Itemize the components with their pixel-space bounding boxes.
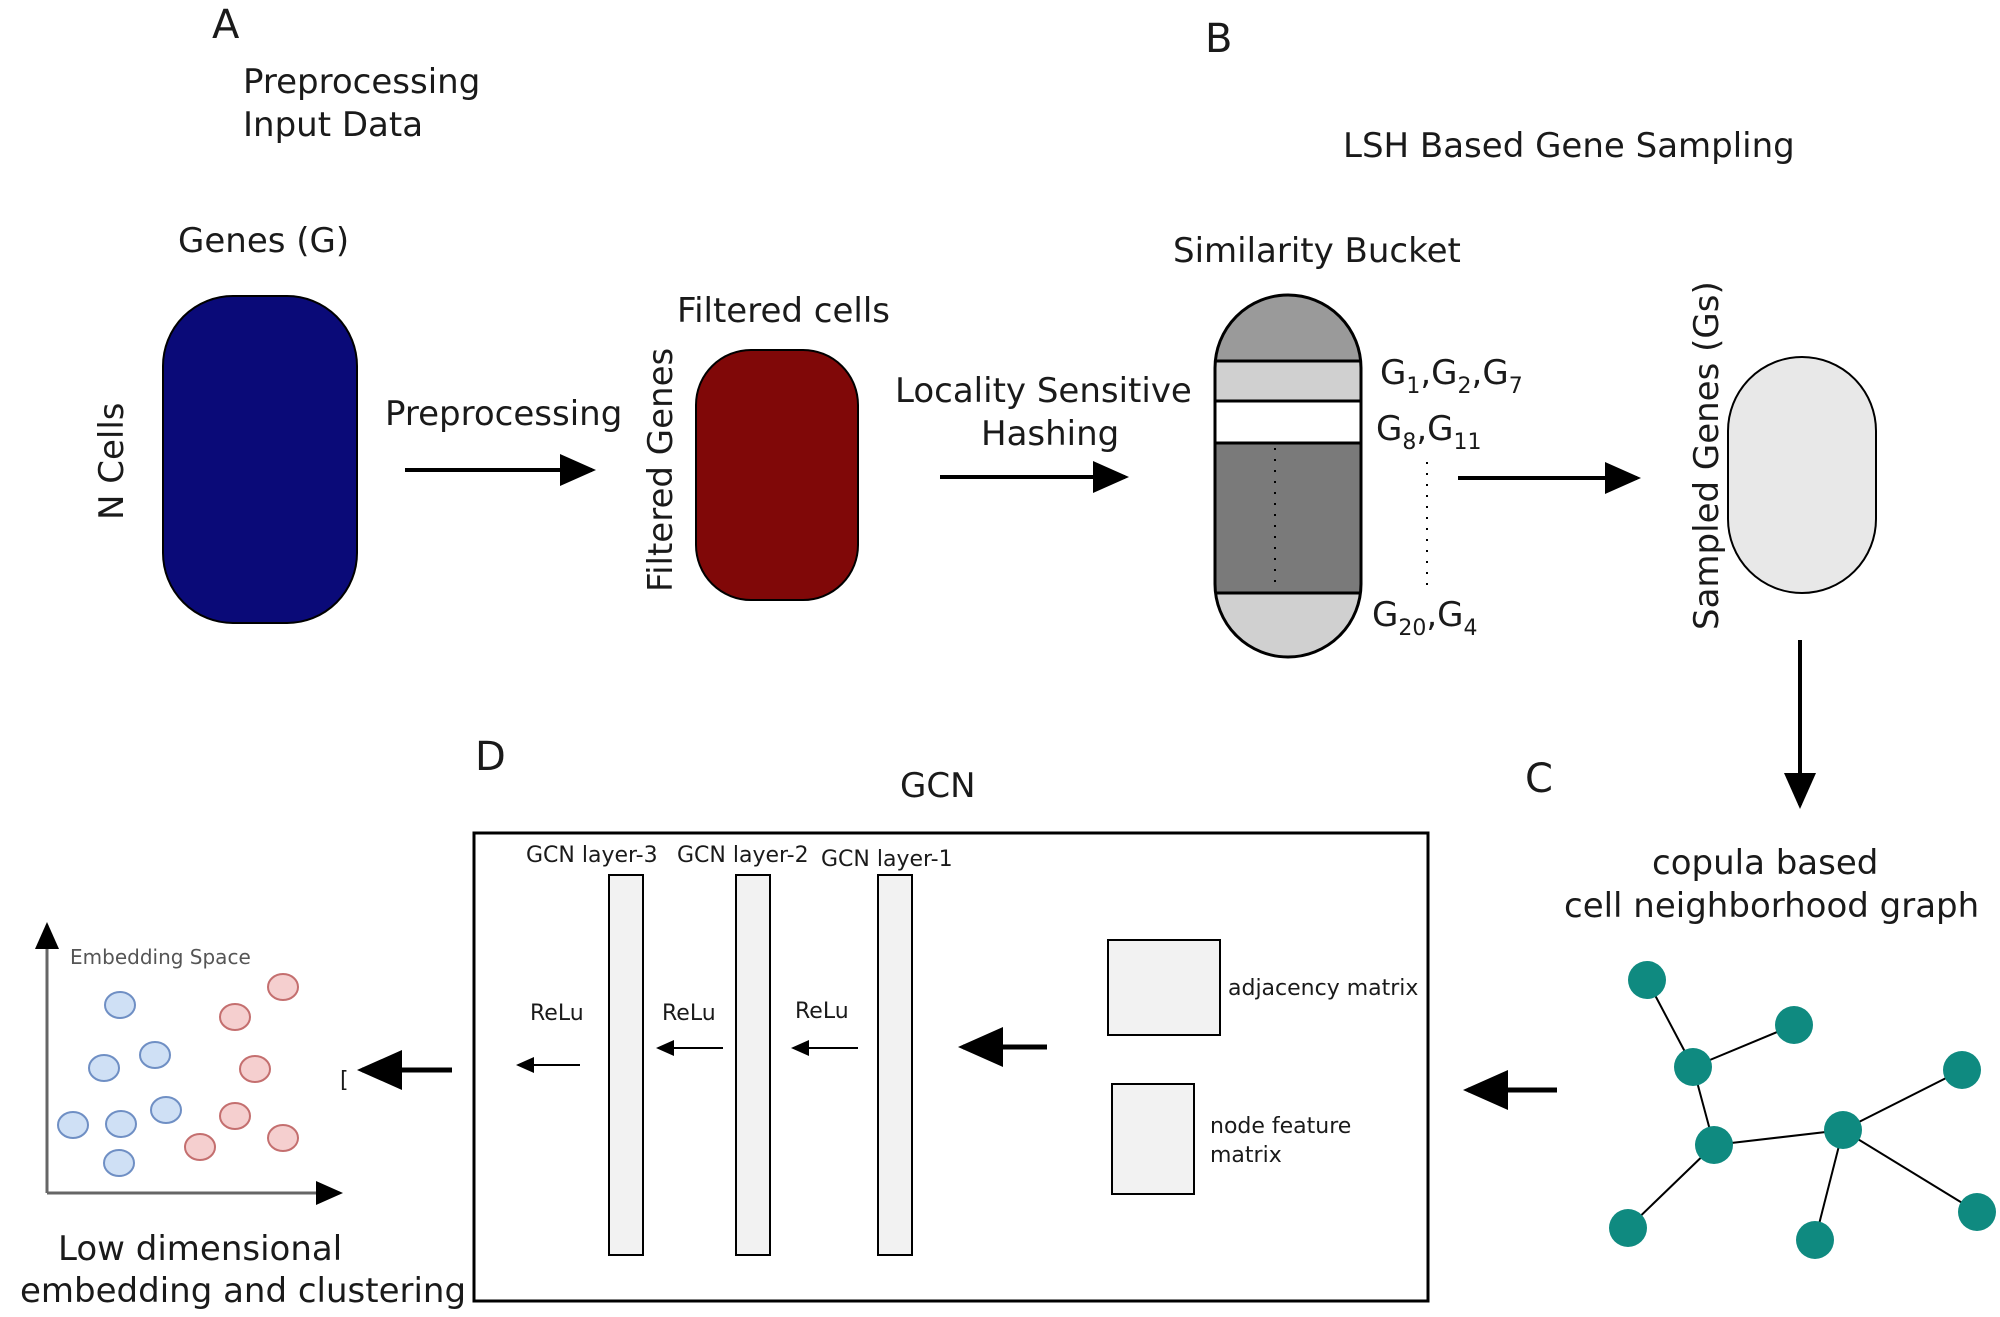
panel-label-b: B: [1205, 16, 1232, 62]
relu-label-1: ReLu: [795, 999, 849, 1024]
embedding-point: [219, 1003, 251, 1031]
output-label-line1: Low dimensional: [58, 1229, 342, 1269]
graph-node: [1824, 1111, 1862, 1149]
gcn-layer-2-label: GCN layer-2: [677, 843, 809, 868]
gcn-title: GCN: [900, 766, 976, 806]
node-feature-label-line1: node feature: [1210, 1114, 1351, 1139]
embedding-plot: Embedding Space: [35, 922, 343, 1205]
gcn-box: [472, 831, 1430, 1303]
graph-node: [1674, 1048, 1712, 1086]
output-marker: [: [340, 1068, 349, 1093]
n-cells-label: N Cells: [92, 402, 132, 520]
embedding-space-label: Embedding Space: [70, 945, 251, 969]
embedding-point: [239, 1055, 271, 1083]
gcn-layer-1-label: GCN layer-1: [821, 847, 953, 872]
preprocessing-title-line1: Preprocessing: [243, 62, 480, 102]
filtered-genes-label: Filtered Genes: [641, 348, 681, 592]
graph-node: [1695, 1126, 1733, 1164]
sampled-genes-matrix: [1727, 356, 1877, 594]
gcn-layer-2: [735, 874, 771, 1256]
hashing-label-line2: Hashing: [981, 414, 1119, 454]
graph-node: [1775, 1006, 1813, 1044]
adjacency-matrix-box: [1107, 939, 1221, 1036]
cluster-blue: [57, 991, 182, 1177]
similarity-bucket: [1213, 293, 1363, 659]
graph-nodes: [1609, 961, 1996, 1259]
expression-matrix: [162, 295, 358, 624]
relu-label-3: ReLu: [530, 1001, 584, 1026]
graph-node: [1628, 961, 1666, 999]
adjacency-matrix-label: adjacency matrix: [1228, 976, 1418, 1001]
lsh-title: LSH Based Gene Sampling: [1343, 126, 1795, 166]
output-label-line2: embedding and clustering: [20, 1271, 466, 1311]
node-feature-matrix-box: [1111, 1083, 1195, 1195]
embedding-point: [103, 1149, 135, 1177]
preprocessing-arrow-label: Preprocessing: [385, 394, 622, 434]
embedding-point: [267, 973, 299, 1001]
gcn-layer-1: [877, 874, 913, 1256]
panel-label-c: C: [1525, 756, 1553, 802]
similarity-bucket-label: Similarity Bucket: [1173, 231, 1461, 271]
gcn-layer-3: [608, 874, 644, 1256]
filtered-cells-label: Filtered cells: [677, 291, 890, 331]
graph-node: [1943, 1051, 1981, 1089]
preprocessing-title-line2: Input Data: [243, 105, 423, 145]
embedding-point: [267, 1124, 299, 1152]
embedding-point: [104, 991, 136, 1019]
panel-label-d: D: [475, 734, 506, 780]
embedding-point: [139, 1041, 171, 1069]
graph-node: [1796, 1221, 1834, 1259]
embedding-point: [57, 1111, 89, 1139]
embedding-point: [184, 1133, 216, 1161]
hashing-label-line1: Locality Sensitive: [895, 371, 1192, 411]
cluster-red: [184, 973, 299, 1161]
node-feature-label-line2: matrix: [1210, 1143, 1282, 1168]
graph-title-line1: copula based: [1652, 843, 1878, 883]
bucket-label-3: G20,G4: [1372, 595, 1478, 641]
sampled-genes-label: Sampled Genes (Gs): [1687, 281, 1727, 630]
genes-label: Genes (G): [178, 221, 349, 261]
embedding-point: [219, 1102, 251, 1130]
bucket-label-2: G8,G11: [1376, 409, 1482, 455]
graph-node: [1609, 1209, 1647, 1247]
relu-label-2: ReLu: [662, 1001, 716, 1026]
bucket-label-1: G1,G2,G7: [1380, 353, 1523, 399]
embedding-point: [105, 1110, 137, 1138]
embedding-point: [88, 1054, 120, 1082]
graph-node: [1958, 1193, 1996, 1231]
embedding-point: [150, 1096, 182, 1124]
filtered-matrix: [695, 349, 859, 601]
panel-label-a: A: [212, 2, 240, 48]
graph-title-line2: cell neighborhood graph: [1564, 886, 1979, 926]
gcn-layer-3-label: GCN layer-3: [526, 843, 658, 868]
